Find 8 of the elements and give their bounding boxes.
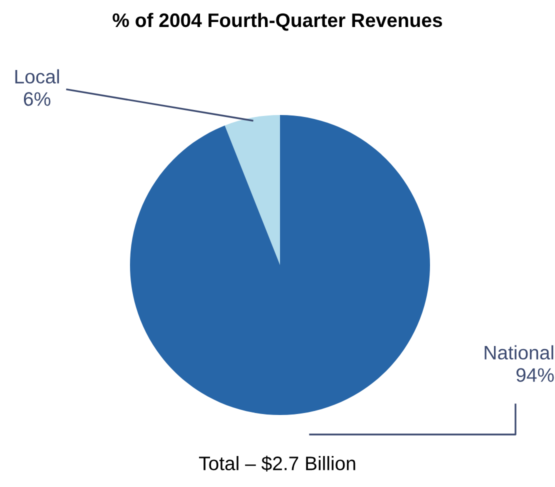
data-label: 6% <box>24 92 50 106</box>
text: Total – $2.7 Billion <box>199 456 356 472</box>
chart-title: % of 2004 Fourth-Quarter Revenues <box>112 12 442 31</box>
pie-slice <box>130 115 430 415</box>
slice-label: National <box>484 345 554 360</box>
slice-label: Local <box>15 69 59 84</box>
pie-slice <box>224 115 280 265</box>
data-label: 94% <box>516 368 554 382</box>
